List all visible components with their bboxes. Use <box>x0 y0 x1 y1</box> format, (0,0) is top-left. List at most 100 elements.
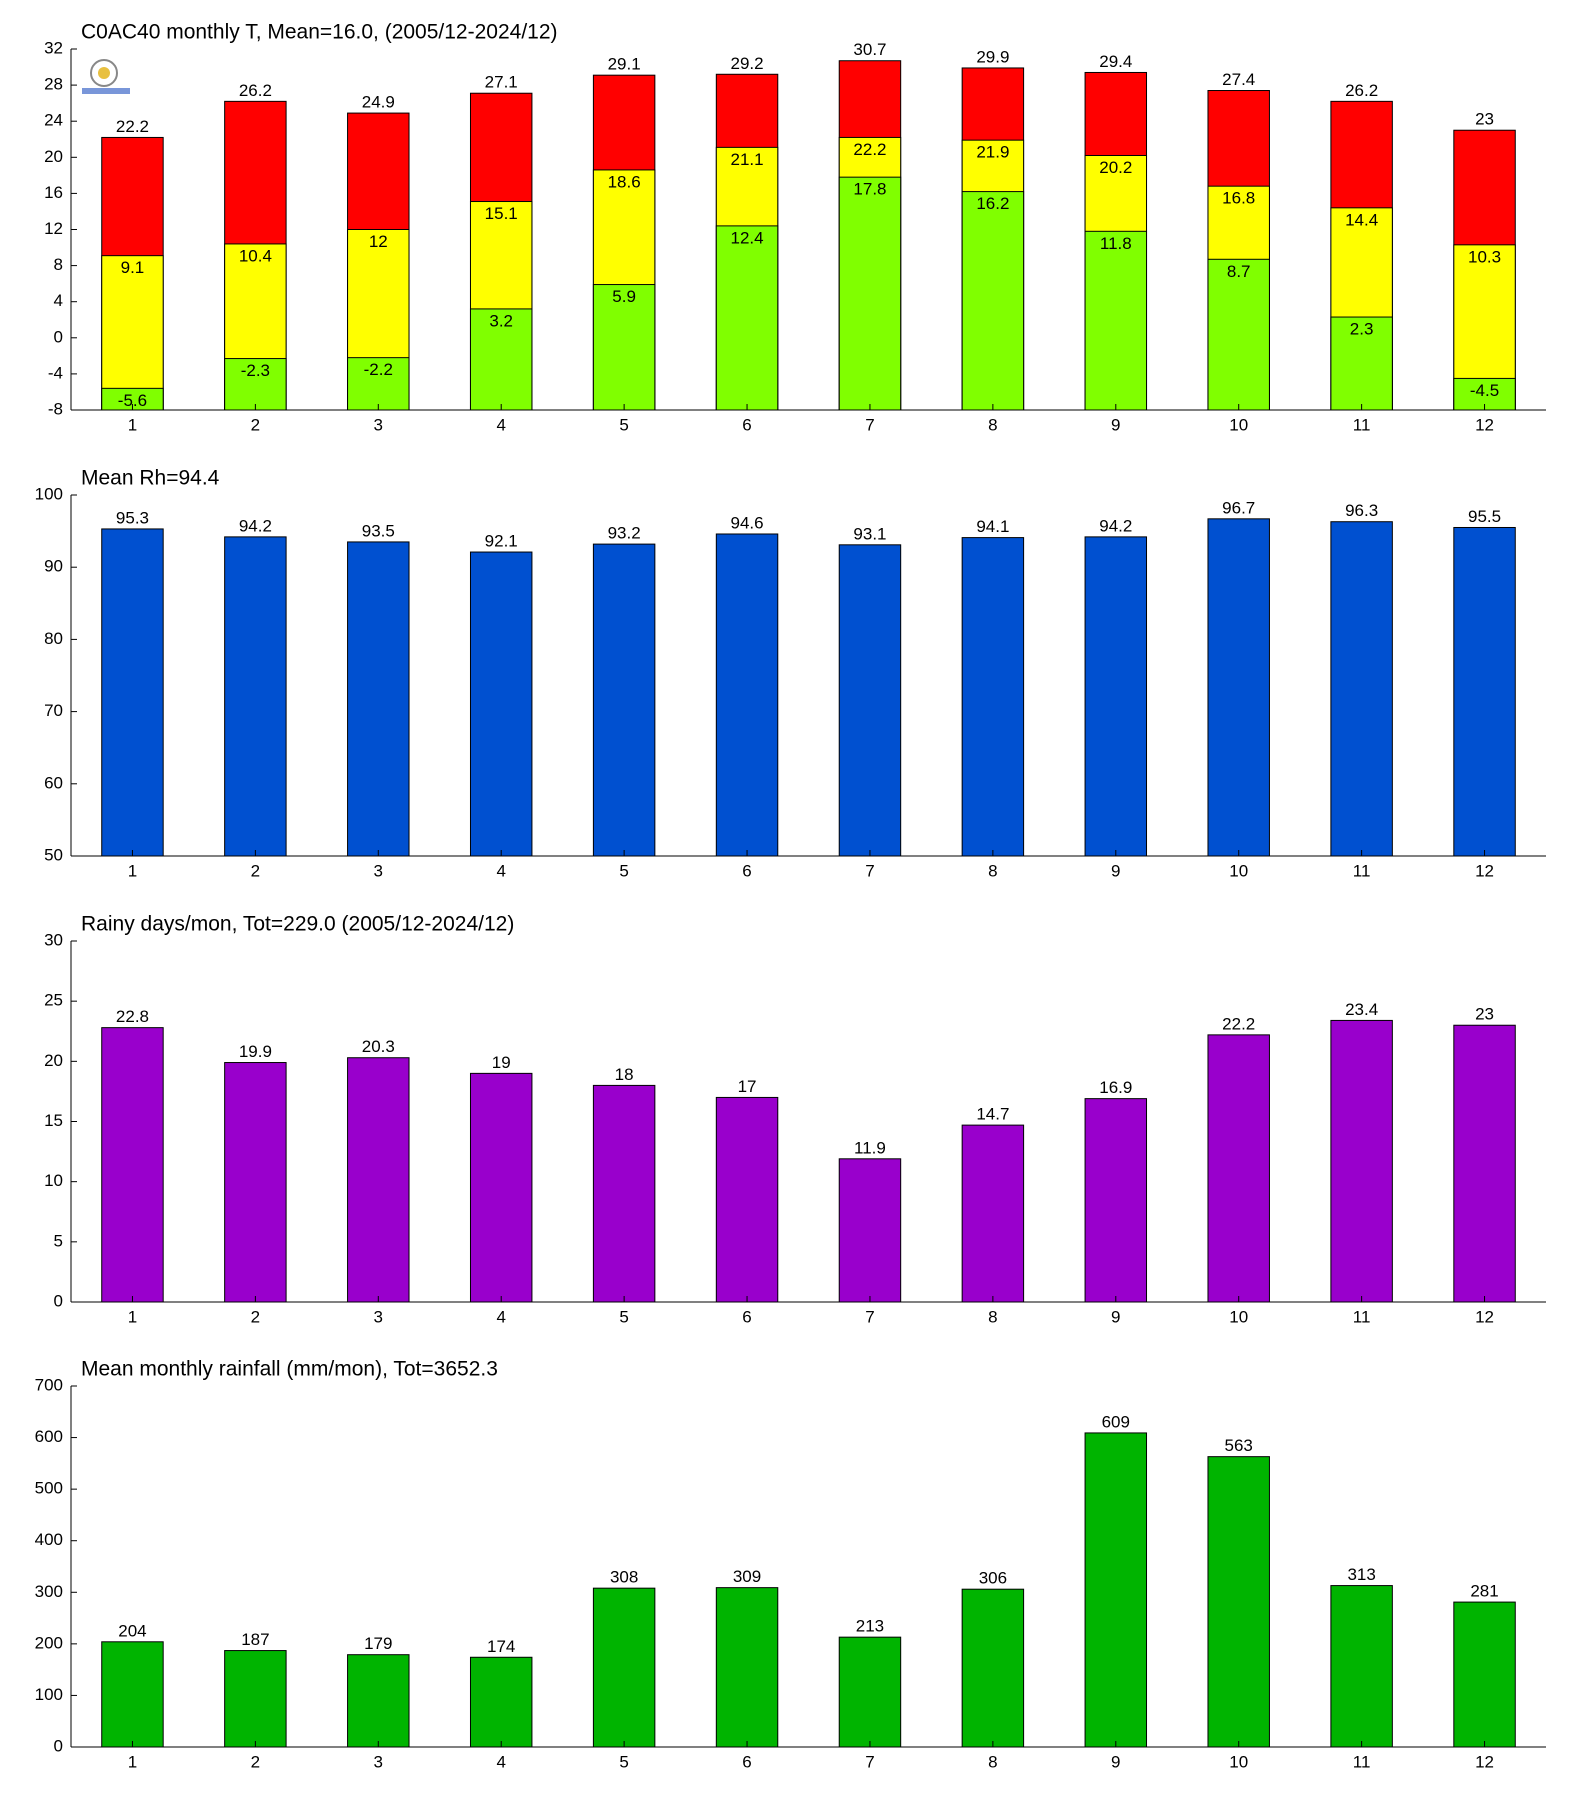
x-tick-label: 1 <box>128 1307 137 1326</box>
x-tick-label: 3 <box>374 1307 383 1326</box>
x-tick-label: 8 <box>988 415 997 434</box>
value-label: 16.8 <box>1222 189 1255 208</box>
value-label: 313 <box>1347 1565 1375 1584</box>
value-label: 306 <box>979 1569 1007 1588</box>
x-tick-label: 10 <box>1229 861 1248 880</box>
bar <box>838 176 902 411</box>
value-label: 96.3 <box>1345 501 1378 520</box>
x-tick-label: 12 <box>1475 1752 1494 1771</box>
y-tick-label: 100 <box>35 1685 63 1704</box>
value-label: 204 <box>118 1621 146 1640</box>
value-label: 179 <box>364 1634 392 1653</box>
value-label: 93.5 <box>362 521 395 540</box>
bar <box>347 541 410 857</box>
y-tick-label: 70 <box>44 701 63 720</box>
y-tick-label: 300 <box>35 1582 63 1601</box>
value-label: 16.2 <box>976 194 1009 213</box>
y-tick-label: 400 <box>35 1530 63 1549</box>
value-label: 10.3 <box>1468 247 1501 266</box>
value-label: 187 <box>241 1630 269 1649</box>
bar <box>715 533 779 857</box>
bar <box>1207 1034 1270 1303</box>
value-label: 563 <box>1225 1436 1253 1455</box>
x-tick-label: 3 <box>374 415 383 434</box>
bar <box>1207 1456 1270 1748</box>
value-label: 8.7 <box>1227 262 1251 281</box>
chart-title: Rainy days/mon, Tot=229.0 (2005/12-2024/… <box>81 913 514 936</box>
value-label: 26.2 <box>239 81 272 100</box>
x-tick-label: 9 <box>1111 1752 1120 1771</box>
value-label: 23 <box>1475 1005 1494 1024</box>
x-tick-label: 6 <box>742 1307 751 1326</box>
y-tick-label: 8 <box>54 255 63 274</box>
x-tick-label: 7 <box>865 1307 874 1326</box>
value-label: 93.2 <box>608 524 641 543</box>
y-tick-label: 32 <box>44 38 63 57</box>
y-tick-label: 20 <box>44 147 63 166</box>
value-label: 281 <box>1470 1582 1498 1601</box>
value-label: 14.4 <box>1345 210 1378 229</box>
x-tick-label: 8 <box>988 1307 997 1326</box>
value-label: 213 <box>856 1617 884 1636</box>
x-tick-label: 7 <box>865 1752 874 1771</box>
bar <box>224 358 287 411</box>
value-label: 26.2 <box>1345 81 1378 100</box>
x-tick-label: 1 <box>128 861 137 880</box>
bar <box>1453 526 1516 857</box>
value-label: 12.4 <box>730 228 763 247</box>
bar <box>1084 536 1148 857</box>
bar <box>101 1641 164 1748</box>
value-label: 309 <box>733 1567 761 1586</box>
x-tick-label: 10 <box>1229 1307 1248 1326</box>
value-label: 14.7 <box>976 1105 1009 1124</box>
bar <box>224 1650 287 1748</box>
x-tick-label: 8 <box>988 861 997 880</box>
bar <box>1453 1601 1516 1748</box>
x-tick-label: 10 <box>1229 415 1248 434</box>
value-label: 27.4 <box>1222 70 1255 89</box>
value-label: 23 <box>1475 110 1494 129</box>
x-tick-label: 8 <box>988 1752 997 1771</box>
y-tick-label: -8 <box>48 399 63 418</box>
bar <box>469 551 533 857</box>
y-tick-label: 50 <box>44 845 63 864</box>
value-label: 21.9 <box>976 143 1009 162</box>
x-tick-label: 6 <box>742 1752 751 1771</box>
value-label: 21.1 <box>730 150 763 169</box>
bar <box>592 1587 656 1748</box>
y-tick-label: 5 <box>54 1231 63 1250</box>
x-tick-label: 7 <box>865 861 874 880</box>
x-tick-label: 4 <box>496 861 505 880</box>
value-label: 11.9 <box>854 1138 886 1157</box>
x-tick-label: 1 <box>128 1752 137 1771</box>
x-tick-label: 11 <box>1353 415 1371 434</box>
y-tick-label: 500 <box>35 1479 63 1498</box>
y-tick-label: 0 <box>54 1291 63 1310</box>
value-label: 5.9 <box>612 287 636 306</box>
value-label: 22.8 <box>116 1007 149 1026</box>
y-tick-label: 24 <box>44 111 63 130</box>
y-tick-label: 4 <box>54 291 63 310</box>
bar <box>347 1654 410 1748</box>
bar <box>101 1027 164 1303</box>
bar <box>347 357 410 411</box>
value-label: 96.7 <box>1222 498 1255 517</box>
y-tick-label: 15 <box>44 1111 63 1130</box>
x-tick-label: 7 <box>865 415 874 434</box>
x-tick-label: 3 <box>374 861 383 880</box>
value-label: 94.2 <box>1099 516 1132 535</box>
y-tick-label: 90 <box>44 557 63 576</box>
value-label: 95.3 <box>116 508 149 527</box>
bar <box>838 1636 902 1748</box>
x-tick-label: 5 <box>619 1752 628 1771</box>
x-tick-label: 4 <box>496 415 505 434</box>
x-tick-label: 4 <box>496 1307 505 1326</box>
x-tick-label: 2 <box>251 861 260 880</box>
bar <box>961 1124 1025 1303</box>
value-label: 15.1 <box>485 204 518 223</box>
bar <box>1330 521 1393 857</box>
bar <box>715 1096 779 1303</box>
y-tick-label: 0 <box>54 327 63 346</box>
bar <box>1453 1024 1516 1303</box>
bar <box>961 1588 1025 1748</box>
